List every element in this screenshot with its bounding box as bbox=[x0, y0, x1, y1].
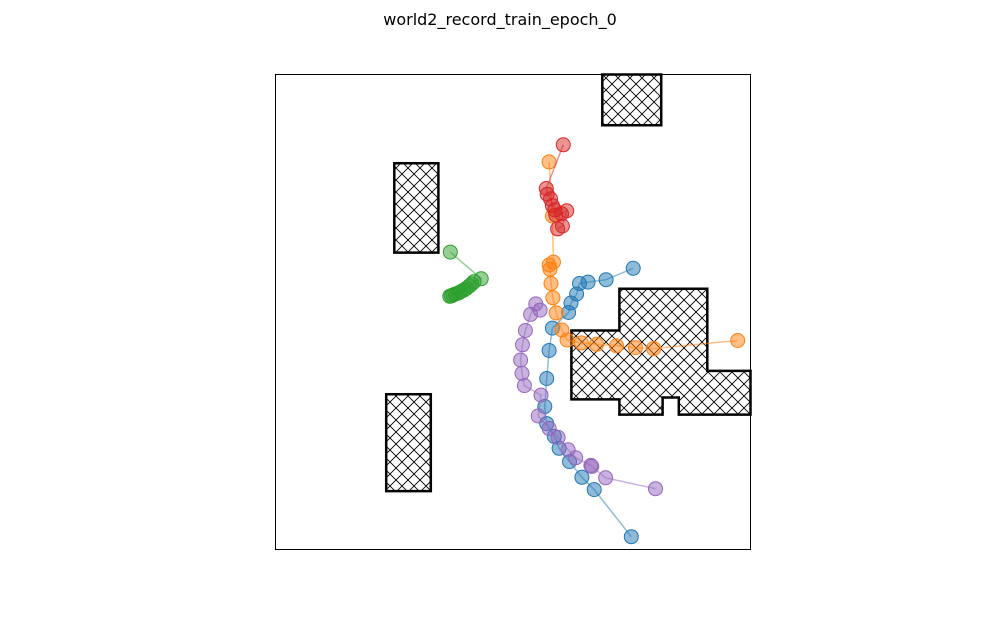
obstacle-1 bbox=[393, 162, 440, 254]
trajectory-point bbox=[545, 254, 561, 270]
trajectories-layer bbox=[442, 137, 746, 545]
trajectory-3 bbox=[442, 244, 489, 304]
trajectory-point bbox=[473, 271, 489, 287]
trajectory-point bbox=[550, 429, 566, 445]
trajectory-point bbox=[559, 203, 575, 219]
trajectory-point bbox=[442, 244, 458, 260]
trajectory-point bbox=[586, 482, 602, 498]
trajectory-point bbox=[574, 469, 590, 485]
obstacle-3 bbox=[384, 392, 433, 493]
trajectory-4 bbox=[538, 137, 575, 237]
trajectory-point bbox=[730, 333, 746, 348]
trajectory-point bbox=[560, 442, 576, 458]
axes-frame bbox=[275, 74, 751, 550]
trajectory-point bbox=[625, 260, 641, 276]
trajectory-point bbox=[543, 276, 559, 291]
trajectory-point bbox=[628, 340, 643, 356]
obstacles-layer bbox=[384, 73, 752, 493]
trajectory-point bbox=[532, 302, 548, 318]
obstacle-4 bbox=[570, 287, 752, 416]
trajectory-point bbox=[516, 378, 532, 394]
trajectory-point bbox=[517, 323, 533, 338]
trajectory-point bbox=[648, 481, 663, 497]
trajectory-point bbox=[548, 305, 564, 321]
chart-title: world2_record_train_epoch_0 bbox=[383, 10, 617, 30]
trajectory-point bbox=[515, 337, 530, 353]
trajectory-point bbox=[598, 470, 614, 486]
trajectory-point bbox=[623, 529, 639, 545]
trajectory-point bbox=[646, 341, 662, 357]
trajectory-point bbox=[609, 338, 624, 354]
trajectory-point bbox=[514, 365, 530, 381]
trajectory-point bbox=[513, 352, 529, 368]
trajectory-point bbox=[555, 137, 571, 153]
trajectory-point bbox=[541, 343, 557, 358]
trajectory-2 bbox=[541, 154, 746, 357]
trajectory-point bbox=[530, 408, 546, 424]
trajectory-point bbox=[580, 274, 596, 290]
trajectory-point bbox=[539, 371, 555, 386]
trajectory-point bbox=[545, 290, 561, 306]
trajectory-5 bbox=[513, 296, 663, 497]
trajectory-point bbox=[554, 322, 570, 338]
trajectory-point bbox=[583, 457, 599, 473]
plot-area bbox=[275, 73, 752, 550]
obstacle-2 bbox=[601, 73, 663, 127]
trajectory-point bbox=[598, 272, 614, 288]
trajectory-point bbox=[541, 420, 557, 436]
trajectory-point bbox=[573, 335, 589, 351]
trajectory-point bbox=[550, 221, 566, 237]
trajectory-point bbox=[533, 387, 549, 403]
trajectory-point bbox=[589, 336, 605, 352]
